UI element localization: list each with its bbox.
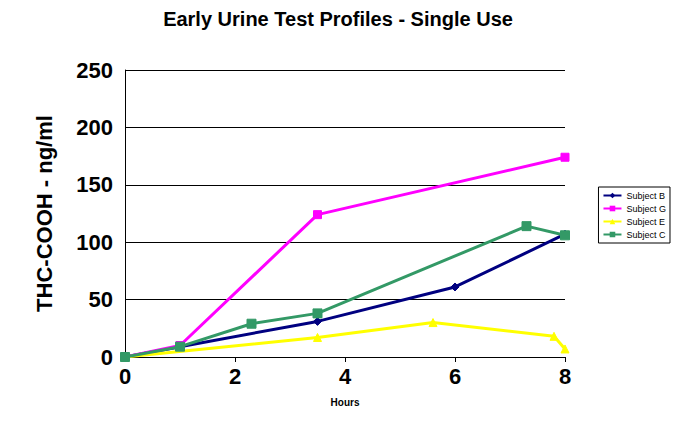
svg-text:Subject C: Subject C: [626, 230, 666, 240]
svg-text:150: 150: [76, 172, 113, 197]
svg-text:4: 4: [339, 364, 352, 389]
svg-text:Hours: Hours: [331, 397, 360, 408]
svg-text:6: 6: [449, 364, 461, 389]
svg-text:250: 250: [76, 58, 113, 83]
svg-text:Subject G: Subject G: [626, 204, 666, 214]
svg-text:2: 2: [229, 364, 241, 389]
svg-text:0: 0: [119, 364, 131, 389]
svg-text:Early Urine Test Profiles - Si: Early Urine Test Profiles - Single Use: [163, 8, 513, 30]
svg-text:8: 8: [559, 364, 571, 389]
svg-text:100: 100: [76, 230, 113, 255]
svg-text:Subject E: Subject E: [626, 217, 665, 227]
svg-text:50: 50: [89, 287, 113, 312]
svg-text:THC-COOH - ng/ml: THC-COOH - ng/ml: [32, 115, 57, 312]
svg-text:200: 200: [76, 115, 113, 140]
svg-text:0: 0: [101, 345, 113, 370]
svg-text:Subject B: Subject B: [626, 191, 665, 201]
